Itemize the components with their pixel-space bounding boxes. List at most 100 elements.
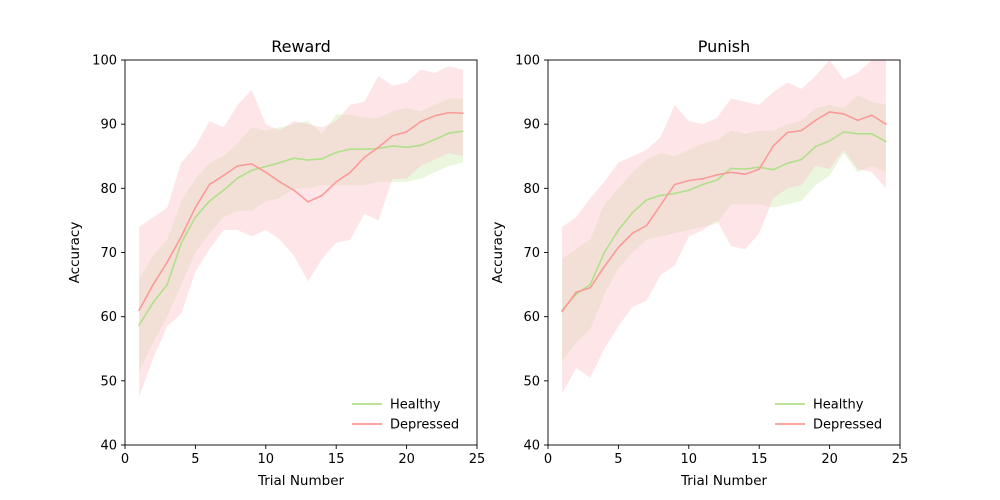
healthy-data-point xyxy=(702,183,704,186)
depressed-data-point xyxy=(800,129,803,132)
depressed-data-point xyxy=(194,206,197,209)
healthy-data-point xyxy=(194,216,197,219)
depressed-data-point xyxy=(814,119,817,122)
y-tick-label: 60 xyxy=(523,310,540,325)
x-tick-label: 0 xyxy=(544,452,552,467)
depressed-data-point xyxy=(250,163,253,165)
depressed-data-point xyxy=(828,111,831,113)
healthy-data-point xyxy=(828,140,831,142)
y-tick-label: 50 xyxy=(100,374,117,389)
healthy-data-point xyxy=(265,165,267,168)
healthy-data-point xyxy=(166,283,169,286)
depressed-data-point xyxy=(631,232,634,235)
healthy-data-point xyxy=(363,148,366,150)
depressed-data-point xyxy=(603,265,606,268)
healthy-data-point xyxy=(405,146,408,149)
healthy-data-point xyxy=(321,158,323,160)
depressed-data-point xyxy=(688,179,690,182)
depressed-data-point xyxy=(659,204,662,206)
depressed-confidence-band xyxy=(139,66,463,397)
depressed-data-point xyxy=(448,111,450,114)
healthy-data-point xyxy=(842,131,845,133)
healthy-confidence-band xyxy=(139,98,463,372)
healthy-data-point xyxy=(617,229,620,231)
healthy-data-point xyxy=(222,189,225,192)
depressed-confidence-band xyxy=(562,60,886,394)
x-tick-label: 10 xyxy=(681,452,698,467)
x-tick-label: 15 xyxy=(751,452,768,467)
depressed-data-point xyxy=(433,115,436,117)
depressed-data-point xyxy=(307,201,309,203)
x-tick-label: 25 xyxy=(469,452,486,467)
x-axis-label: Trial Number xyxy=(257,473,345,489)
x-tick-label: 20 xyxy=(821,452,838,467)
plot-area xyxy=(138,66,464,397)
y-tick-label: 80 xyxy=(100,182,117,197)
x-tick-label: 0 xyxy=(121,452,129,467)
depressed-legend-label: Depressed xyxy=(390,418,459,433)
depressed-mean-line xyxy=(561,111,887,313)
depressed-data-point xyxy=(265,171,267,174)
depressed-data-point xyxy=(208,183,211,186)
healthy-data-point xyxy=(744,168,746,170)
healthy-data-point xyxy=(180,242,183,244)
healthy-data-point xyxy=(293,157,295,159)
depressed-data-point xyxy=(335,181,338,183)
healthy-data-point xyxy=(433,138,436,141)
depressed-data-point xyxy=(152,283,154,286)
depressed-data-point xyxy=(405,131,408,133)
healthy-data-point xyxy=(236,177,239,179)
healthy-data-point xyxy=(603,251,606,254)
depressed-data-point xyxy=(589,286,592,289)
depressed-data-point xyxy=(871,114,873,116)
depressed-data-point xyxy=(842,113,845,115)
depressed-data-point xyxy=(363,156,366,159)
x-tick-label: 10 xyxy=(258,452,275,467)
x-tick-label: 20 xyxy=(398,452,415,467)
healthy-data-point xyxy=(716,179,718,181)
x-tick-label: 5 xyxy=(191,452,199,467)
healthy-data-point xyxy=(885,140,887,143)
depressed-data-point xyxy=(673,183,676,186)
y-tick-label: 40 xyxy=(100,439,117,454)
depressed-data-point xyxy=(377,146,380,149)
depressed-data-point xyxy=(561,310,563,313)
y-tick-label: 80 xyxy=(523,182,540,197)
healthy-data-point xyxy=(688,189,690,192)
healthy-data-point xyxy=(250,169,253,172)
x-tick-label: 5 xyxy=(614,452,622,467)
y-tick-label: 100 xyxy=(515,54,540,69)
depressed-mean-line xyxy=(138,111,463,311)
y-tick-label: 40 xyxy=(523,439,540,454)
depressed-data-point xyxy=(166,261,169,263)
depressed-data-point xyxy=(645,224,648,227)
y-tick-label: 70 xyxy=(100,246,117,261)
healthy-data-point xyxy=(307,159,309,161)
x-axis-label: Trial Number xyxy=(680,473,768,489)
depressed-data-point xyxy=(462,112,464,115)
healthy-confidence-band xyxy=(562,95,886,362)
healthy-mean-line xyxy=(138,130,464,326)
y-tick-label: 70 xyxy=(523,246,540,261)
depressed-data-point xyxy=(419,120,422,123)
healthy-legend-label: Healthy xyxy=(813,398,864,413)
healthy-data-point xyxy=(208,200,211,202)
y-tick-label: 90 xyxy=(100,118,117,133)
x-tick-label: 15 xyxy=(328,452,345,467)
depressed-data-point xyxy=(349,171,352,174)
depressed-data-point xyxy=(138,309,140,312)
healthy-data-point xyxy=(786,162,789,165)
healthy-data-point xyxy=(659,194,662,197)
depressed-data-point xyxy=(716,174,718,176)
depressed-data-point xyxy=(856,119,859,122)
healthy-data-point xyxy=(448,132,450,134)
depressed-data-point xyxy=(772,145,775,147)
depressed-data-point xyxy=(617,246,620,249)
depressed-data-point xyxy=(730,171,732,174)
depressed-data-point xyxy=(575,291,577,294)
healthy-data-point xyxy=(138,324,140,326)
chart-title: Reward xyxy=(271,37,331,56)
depressed-data-point xyxy=(279,181,281,183)
y-axis-label: Accuracy xyxy=(490,222,506,284)
